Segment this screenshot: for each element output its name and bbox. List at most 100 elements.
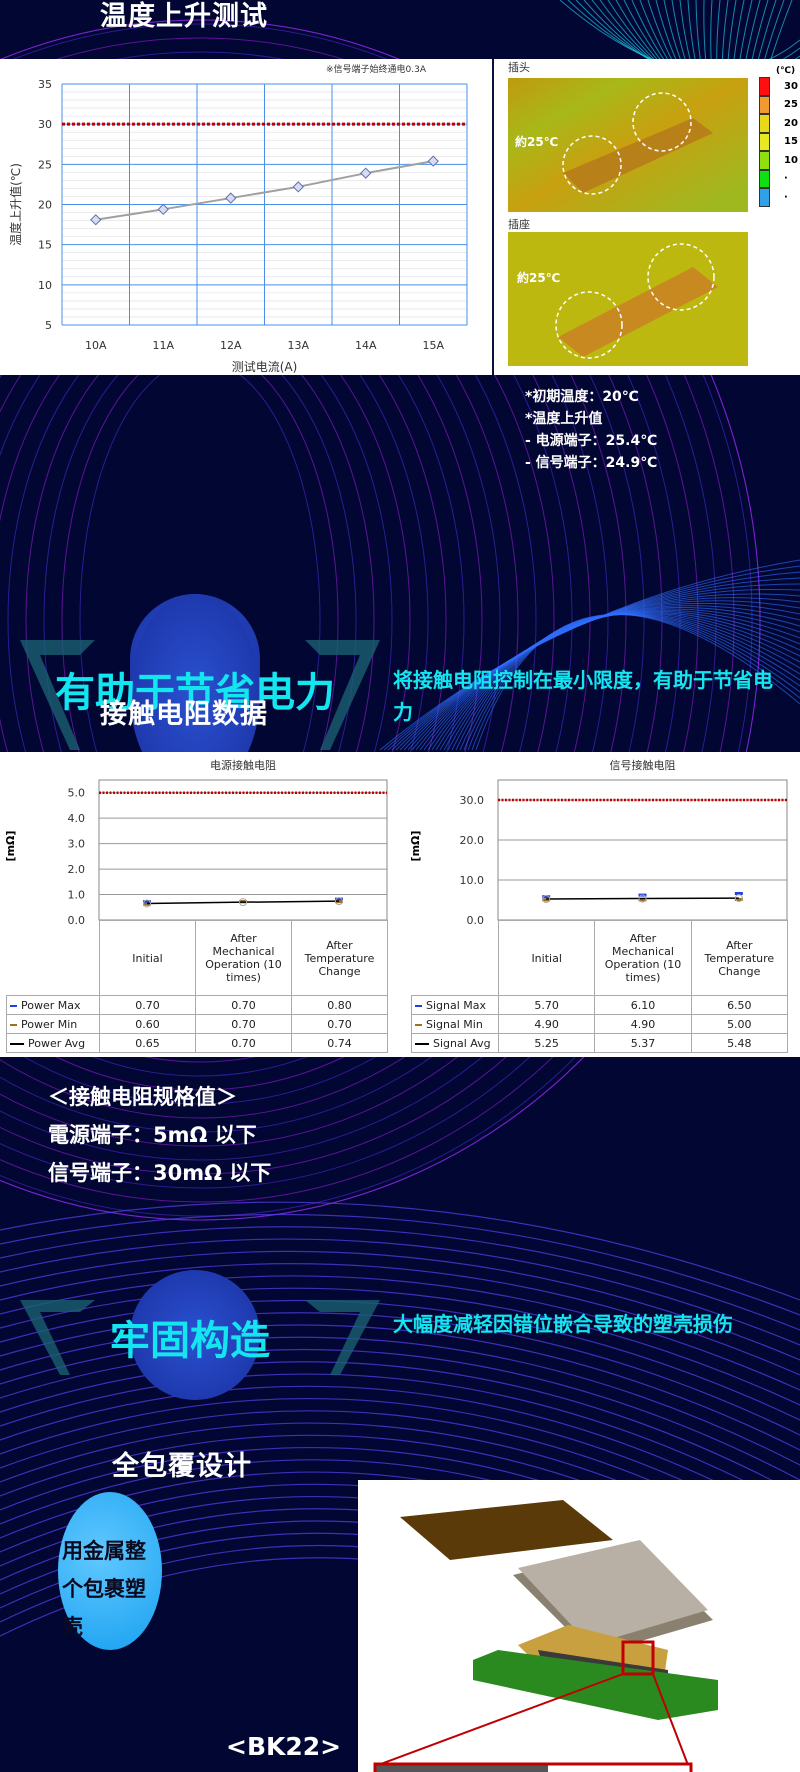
chart-title: 信号接触电阻	[610, 758, 676, 772]
data-point	[157, 203, 169, 215]
table-row: Power Max 0.70 0.70 0.80	[6, 995, 388, 1015]
table-cell: 5.00	[690, 1014, 788, 1034]
data-table: Initial After Mechanical Operation (10 ti…	[411, 920, 788, 1053]
category-header: Initial	[99, 920, 196, 996]
y-tick-label: 35	[38, 78, 52, 91]
table-cell: 0.80	[291, 995, 388, 1015]
scale-label: 25	[784, 99, 798, 111]
y-tick-label: 5.0	[68, 787, 86, 800]
table-cell: 5.70	[497, 995, 596, 1015]
avg-point	[638, 894, 647, 903]
wave-line	[0, 1226, 800, 1331]
table-cell: 0.60	[99, 1014, 196, 1034]
y-tick-label: 3.0	[68, 838, 86, 851]
scale-label: 30	[784, 80, 798, 92]
spec-power: 電源端子：5mΩ 以下	[48, 1123, 257, 1147]
section-contact-resistance: 接触电阻数据	[100, 699, 268, 730]
socket-label: 插座	[508, 218, 530, 231]
series-label: Power Avg	[6, 1033, 100, 1053]
x-tick-label: 10A	[85, 339, 107, 352]
plot-area	[98, 779, 388, 921]
series-label: Signal Avg	[411, 1033, 499, 1053]
scale-entry: 10	[759, 151, 798, 170]
wave-line	[0, 1336, 800, 1466]
table-cell: 6.10	[594, 995, 692, 1015]
spec-signal: 信号端子：30mΩ 以下	[48, 1161, 272, 1185]
data-point	[360, 167, 372, 179]
y-tick-label: 20.0	[460, 834, 485, 847]
series-label: Power Min	[6, 1014, 100, 1034]
note-line: *初期温度：20℃	[525, 389, 639, 405]
category-header: After Temperature Change	[690, 920, 788, 996]
category-header: After Temperature Change	[291, 920, 388, 996]
table-cell: 5.25	[497, 1033, 596, 1053]
spec-block: ＜接触电阻规格值＞ 電源端子：5mΩ 以下 信号端子：30mΩ 以下	[48, 1078, 271, 1192]
category-header: After Mechanical Operation (10 times)	[195, 920, 292, 996]
feature2-title: 牢固构造	[110, 1318, 270, 1364]
wave-line	[0, 1238, 800, 1346]
data-line	[95, 160, 434, 221]
table-cell: 0.70	[291, 1014, 388, 1034]
wave-line	[0, 1299, 800, 1421]
scale-label: ·	[784, 191, 788, 203]
y-tick-label: 20	[38, 199, 52, 212]
scale-swatch	[759, 132, 770, 151]
table-cell: 4.90	[594, 1014, 692, 1034]
wave-line	[0, 1201, 800, 1301]
wave-line	[0, 1250, 800, 1361]
avg-point	[734, 894, 743, 903]
data-point	[292, 181, 304, 193]
table-row: Signal Min 4.90 4.90 5.00	[411, 1014, 788, 1034]
table-cell: 5.37	[594, 1033, 692, 1053]
power-resistance-chart: 电源接触电阻 0.0 1.0 2.0 3.0 4.0 5.0 [mΩ] Initial After…	[0, 752, 400, 1057]
y-tick-label: 10	[38, 279, 52, 292]
data-point	[542, 898, 551, 902]
table-cell: 4.90	[497, 1014, 596, 1034]
series-label: Signal Max	[411, 995, 499, 1015]
y-tick-label: 4.0	[68, 812, 86, 825]
wave-line	[0, 1287, 800, 1406]
chart-note: ※信号端子始终通电0.3A	[326, 63, 427, 75]
table-cell: 0.70	[195, 995, 292, 1015]
y-tick-label: 10.0	[460, 874, 485, 887]
wave-line	[0, 1385, 800, 1526]
y-tick-label: 30.0	[460, 794, 485, 807]
plug-thermal-image	[508, 78, 748, 212]
y-axis-label: [mΩ]	[4, 831, 17, 862]
scale-label: 10	[784, 154, 798, 166]
temperature-rise-chart: 5 10 15 20 25 30 35 10A 11A 12A 13A 14A 15A 测试电流(A) 温度…	[8, 63, 468, 374]
avg-line	[546, 897, 739, 900]
decor-triangles	[20, 640, 380, 750]
wave-line	[0, 1275, 800, 1391]
table-row: Power Min 0.60 0.70 0.70	[6, 1014, 388, 1034]
model-label: <BK22>	[226, 1732, 342, 1761]
scale-entry: ·	[759, 169, 798, 188]
y-tick-label: 2.0	[68, 863, 86, 876]
data-point	[143, 902, 151, 906]
wave-line	[0, 1373, 800, 1511]
scale-label: ·	[784, 173, 788, 185]
table-row: Signal Avg 5.25 5.37 5.48	[411, 1033, 788, 1053]
wave-line	[0, 1213, 800, 1316]
wave-line	[475, 613, 800, 751]
feature2-desc: 大幅度减轻因错位嵌合导致的塑壳损伤	[393, 1312, 733, 1336]
table-cell: 0.70	[195, 1014, 292, 1034]
data-point	[542, 895, 551, 899]
plug-temp-label: 約25℃	[515, 135, 559, 149]
x-tick-label: 13A	[287, 339, 309, 352]
note-line: - 信号端子：24.9℃	[525, 455, 658, 471]
decor-ellipse	[130, 1270, 260, 1400]
feature1-desc: 将接触电阻控制在最小限度，有助于节省电力	[393, 668, 773, 724]
scale-entry: 15	[759, 132, 798, 151]
table-cell: 0.70	[99, 995, 196, 1015]
y-tick-label: 1.0	[68, 889, 86, 902]
wave-line	[0, 23, 753, 1217]
data-point	[143, 900, 151, 904]
y-axis-label: 温度上升值(℃)	[8, 163, 23, 246]
table-cell: 0.65	[99, 1033, 196, 1053]
scale-swatch	[759, 151, 770, 170]
y-axis-label: [mΩ]	[409, 831, 422, 862]
wave-line	[0, 1312, 800, 1436]
connector-3d-image	[358, 1480, 800, 1772]
data-point	[427, 155, 439, 167]
